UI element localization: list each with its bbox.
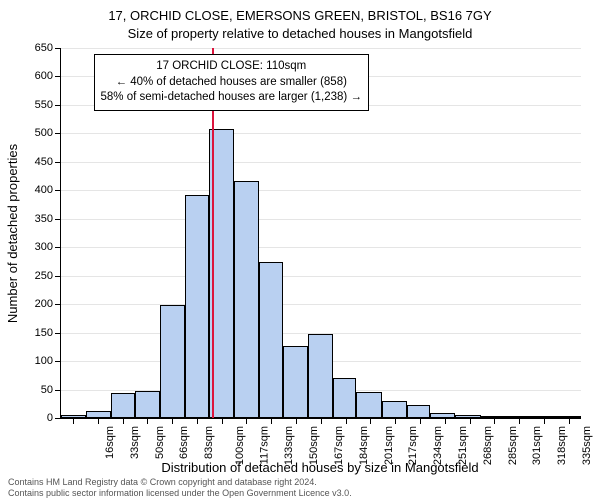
callout-line2: ← 40% of detached houses are smaller (85… <box>101 75 362 91</box>
y-tick <box>55 247 61 248</box>
y-axis-label: Number of detached properties <box>4 48 22 418</box>
x-tick <box>494 418 495 424</box>
attribution-footer: Contains HM Land Registry data © Crown c… <box>8 477 352 498</box>
x-tick <box>296 418 297 424</box>
callout-box: 17 ORCHID CLOSE: 110sqm← 40% of detached… <box>94 54 369 111</box>
y-tick-label: 500 <box>35 127 53 139</box>
y-tick-label: 350 <box>35 213 53 225</box>
x-axis-label: Distribution of detached houses by size … <box>60 460 580 475</box>
x-tick-label: 50sqm <box>154 426 166 459</box>
histogram-bar <box>234 181 259 418</box>
chart-title-line1: 17, ORCHID CLOSE, EMERSONS GREEN, BRISTO… <box>0 8 600 23</box>
x-tick <box>172 418 173 424</box>
chart-title-line2: Size of property relative to detached ho… <box>0 26 600 41</box>
gridline <box>61 276 581 277</box>
x-tick <box>147 418 148 424</box>
y-tick-label: 150 <box>35 327 53 339</box>
x-tick-label: 16sqm <box>104 426 116 459</box>
y-tick <box>55 276 61 277</box>
callout-line1: 17 ORCHID CLOSE: 110sqm <box>101 59 362 75</box>
histogram-bar <box>308 334 333 418</box>
y-tick <box>55 219 61 220</box>
y-tick <box>55 390 61 391</box>
y-tick-label: 250 <box>35 270 53 282</box>
y-tick <box>55 361 61 362</box>
histogram-bar <box>356 392 381 418</box>
x-tick <box>519 418 520 424</box>
histogram-bar <box>430 413 455 418</box>
x-tick <box>98 418 99 424</box>
histogram-bar <box>529 416 554 418</box>
histogram-bar <box>135 391 160 418</box>
x-tick-label: 117sqm <box>258 426 270 464</box>
histogram-bar <box>185 195 209 418</box>
gridline <box>61 133 581 134</box>
x-tick-label: 83sqm <box>203 426 215 459</box>
y-tick <box>55 76 61 77</box>
histogram-bar <box>481 416 505 418</box>
y-tick-label: 600 <box>35 70 53 82</box>
x-tick <box>197 418 198 424</box>
x-tick-label: 33sqm <box>129 426 141 459</box>
x-tick-label: 66sqm <box>178 426 190 459</box>
x-tick <box>321 418 322 424</box>
gridline <box>61 48 581 49</box>
x-tick <box>370 418 371 424</box>
x-tick <box>420 418 421 424</box>
y-tick-label: 650 <box>35 42 53 54</box>
y-tick-label: 100 <box>35 355 53 367</box>
y-tick <box>55 133 61 134</box>
histogram-bar <box>455 415 480 418</box>
x-tick-label: 335sqm <box>581 426 593 465</box>
gridline <box>61 190 581 191</box>
x-tick <box>73 418 74 424</box>
histogram-bar <box>283 346 308 418</box>
y-tick <box>55 105 61 106</box>
x-tick <box>569 418 570 424</box>
y-tick <box>55 418 61 419</box>
gridline <box>61 219 581 220</box>
x-tick <box>346 418 347 424</box>
footer-line1: Contains HM Land Registry data © Crown c… <box>8 477 352 487</box>
x-tick <box>246 418 247 424</box>
y-tick-label: 400 <box>35 184 53 196</box>
histogram-bar <box>407 405 431 418</box>
chart-root: 17, ORCHID CLOSE, EMERSONS GREEN, BRISTO… <box>0 0 600 500</box>
x-tick <box>470 418 471 424</box>
histogram-bar <box>259 262 283 418</box>
histogram-bar <box>111 393 135 418</box>
x-tick <box>544 418 545 424</box>
histogram-bar <box>160 305 185 418</box>
gridline <box>61 304 581 305</box>
x-tick <box>123 418 124 424</box>
x-tick <box>395 418 396 424</box>
y-tick-label: 50 <box>41 384 53 396</box>
gridline <box>61 247 581 248</box>
y-tick-label: 300 <box>35 241 53 253</box>
y-tick-label: 550 <box>35 99 53 111</box>
histogram-bar <box>86 411 111 418</box>
y-axis-label-text: Number of detached properties <box>6 143 21 322</box>
y-tick <box>55 48 61 49</box>
x-tick <box>445 418 446 424</box>
gridline <box>61 162 581 163</box>
x-tick <box>222 418 223 424</box>
callout-line3: 58% of semi-detached houses are larger (… <box>101 90 362 106</box>
histogram-bar <box>554 416 581 418</box>
footer-line2: Contains public sector information licen… <box>8 488 352 498</box>
y-tick-label: 0 <box>47 412 53 424</box>
y-tick <box>55 333 61 334</box>
y-tick <box>55 190 61 191</box>
y-tick <box>55 162 61 163</box>
y-tick-label: 450 <box>35 156 53 168</box>
histogram-bar <box>382 401 407 418</box>
y-tick <box>55 304 61 305</box>
x-tick <box>271 418 272 424</box>
histogram-bar <box>333 378 357 418</box>
histogram-plot: 0501001502002503003504004505005506006501… <box>60 48 581 419</box>
y-tick-label: 200 <box>35 298 53 310</box>
histogram-bar <box>504 416 529 418</box>
